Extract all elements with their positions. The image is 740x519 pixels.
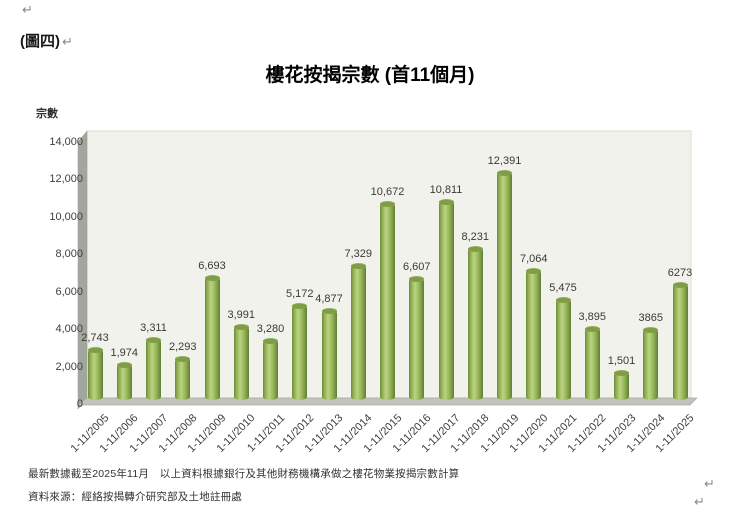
footnote-data-cutoff: 最新數據截至2025年11月 以上資料根據銀行及其他財務機構承做之樓花物業按揭宗…: [28, 468, 460, 480]
bar: [409, 276, 425, 400]
bar: [116, 361, 132, 400]
bar-value-label: 7,329: [344, 247, 373, 260]
paragraph-return-icon: ↵: [62, 34, 73, 49]
bar-value-label: 3865: [638, 311, 663, 324]
y-tick-label: 12,000: [49, 173, 83, 186]
bar-value-label: 2,293: [168, 340, 197, 353]
figure-label-text: (圖四): [20, 33, 60, 50]
bar-value-label: 3,311: [140, 321, 167, 334]
bar: [380, 201, 395, 400]
bar: [438, 198, 454, 400]
bar: [614, 370, 629, 400]
bar-value-label: 12,391: [487, 154, 522, 167]
bar-value-label: 6273: [667, 267, 693, 280]
bar: [672, 282, 688, 400]
bar: [555, 297, 571, 400]
bar-value-label: 3,991: [227, 309, 256, 322]
chart-title: 樓花按揭宗數 (首11個月): [265, 65, 475, 86]
bar: [263, 337, 278, 400]
bar-value-label: 1,974: [110, 346, 139, 359]
bar: [643, 326, 659, 400]
bar: [233, 324, 249, 400]
bar-value-label: 10,672: [370, 186, 405, 199]
bar-value-label: 3,280: [256, 322, 285, 335]
bar-value-label: 2,743: [81, 332, 109, 345]
bar-value-label: 1,501: [607, 355, 636, 368]
bar: [350, 262, 366, 400]
y-tick-label: 6,000: [55, 285, 83, 298]
bar: [467, 246, 483, 400]
bar: [321, 308, 337, 400]
bar-value-label: 7,064: [519, 252, 548, 265]
bar: [584, 326, 600, 400]
bar-value-label: 4,877: [315, 293, 343, 306]
bar: [497, 169, 512, 400]
bar-value-label: 10,811: [429, 183, 463, 196]
bar-value-label: 8,231: [461, 231, 490, 244]
bar: [292, 302, 308, 400]
bar-value-label: 5,475: [549, 282, 577, 295]
bar: [204, 274, 220, 400]
paragraph-return-icon: ↵: [694, 494, 705, 509]
paragraph-return-icon: ↵: [704, 476, 715, 491]
bar-value-label: 6,693: [198, 259, 226, 272]
bar: [175, 355, 191, 400]
bar-value-label: 3,895: [578, 311, 607, 324]
bar: [526, 267, 542, 400]
y-tick-label: 8,000: [55, 248, 83, 261]
y-tick-label: 4,000: [55, 323, 83, 336]
y-tick-label: 10,000: [49, 210, 83, 223]
bar: [146, 336, 161, 400]
bar-value-label: 5,172: [285, 287, 314, 300]
y-tick-label: 14,000: [49, 136, 83, 148]
bar: [87, 347, 103, 400]
paragraph-return-icon: ↵: [22, 2, 33, 17]
footnote-source: 資料來源：經絡按揭轉介研究部及土地註冊處: [28, 491, 242, 503]
bar-value-label: 6,607: [402, 261, 431, 274]
chart-floor: [76, 397, 698, 406]
figure-label: (圖四) ↵: [20, 30, 73, 51]
y-axis-title: 宗數: [36, 108, 58, 120]
chart-side-wall: [77, 130, 88, 410]
y-tick-label: 2,000: [55, 360, 83, 373]
y-tick-label: 0: [76, 398, 83, 410]
